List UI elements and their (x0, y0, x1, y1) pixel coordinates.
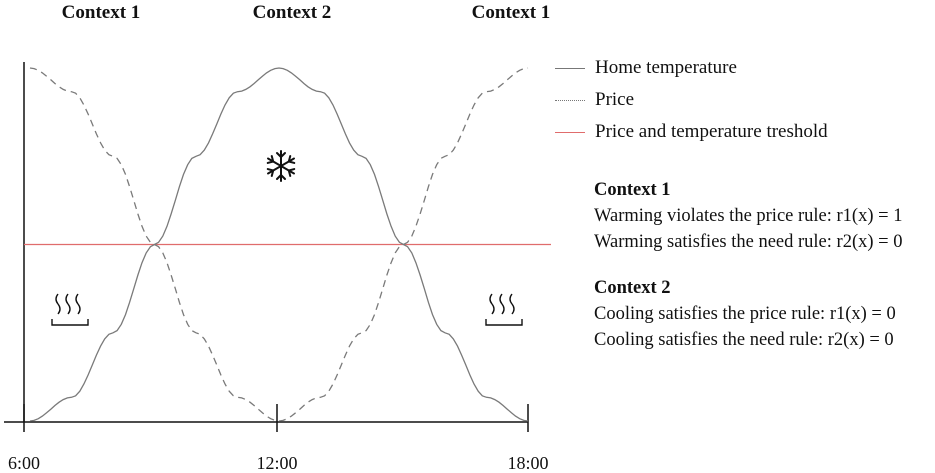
context-header: Context 1 (471, 2, 551, 23)
note-line: Cooling satisfies the need rule: r2(x) =… (594, 330, 894, 350)
legend-label: Price (595, 89, 635, 110)
legend-swatch (555, 131, 585, 133)
note-line: Warming violates the price rule: r1(x) =… (594, 206, 903, 226)
snowflake-icon (265, 150, 297, 182)
legend-label: Home temperature (595, 57, 737, 78)
legend-swatch (555, 67, 585, 69)
context-note: Context 2 Cooling satisfies the price ru… (594, 275, 896, 353)
heat-icon (485, 293, 523, 326)
heat-icon (51, 293, 89, 326)
context-header: Context 1 (61, 2, 141, 23)
note-title: Context 2 (594, 278, 671, 298)
legend-item: Home temperature (555, 57, 737, 79)
x-tick-label: 12:00 (256, 453, 297, 473)
legend-item: Price (555, 89, 634, 111)
note-title: Context 1 (594, 180, 671, 200)
legend-swatch (555, 99, 585, 101)
context-note: Context 1 Warming violates the price rul… (594, 177, 902, 255)
price-curve (29, 67, 529, 422)
x-tick-label: 6:00 (8, 453, 40, 473)
home-temperature-curve (29, 67, 529, 422)
note-line: Cooling satisfies the price rule: r1(x) … (594, 304, 896, 324)
x-tick-label: 18:00 (507, 453, 548, 473)
legend-item: Price and temperature treshold (555, 121, 828, 143)
context-header: Context 2 (252, 2, 332, 23)
note-line: Warming satisfies the need rule: r2(x) =… (594, 232, 903, 252)
legend-label: Price and temperature treshold (595, 121, 828, 142)
